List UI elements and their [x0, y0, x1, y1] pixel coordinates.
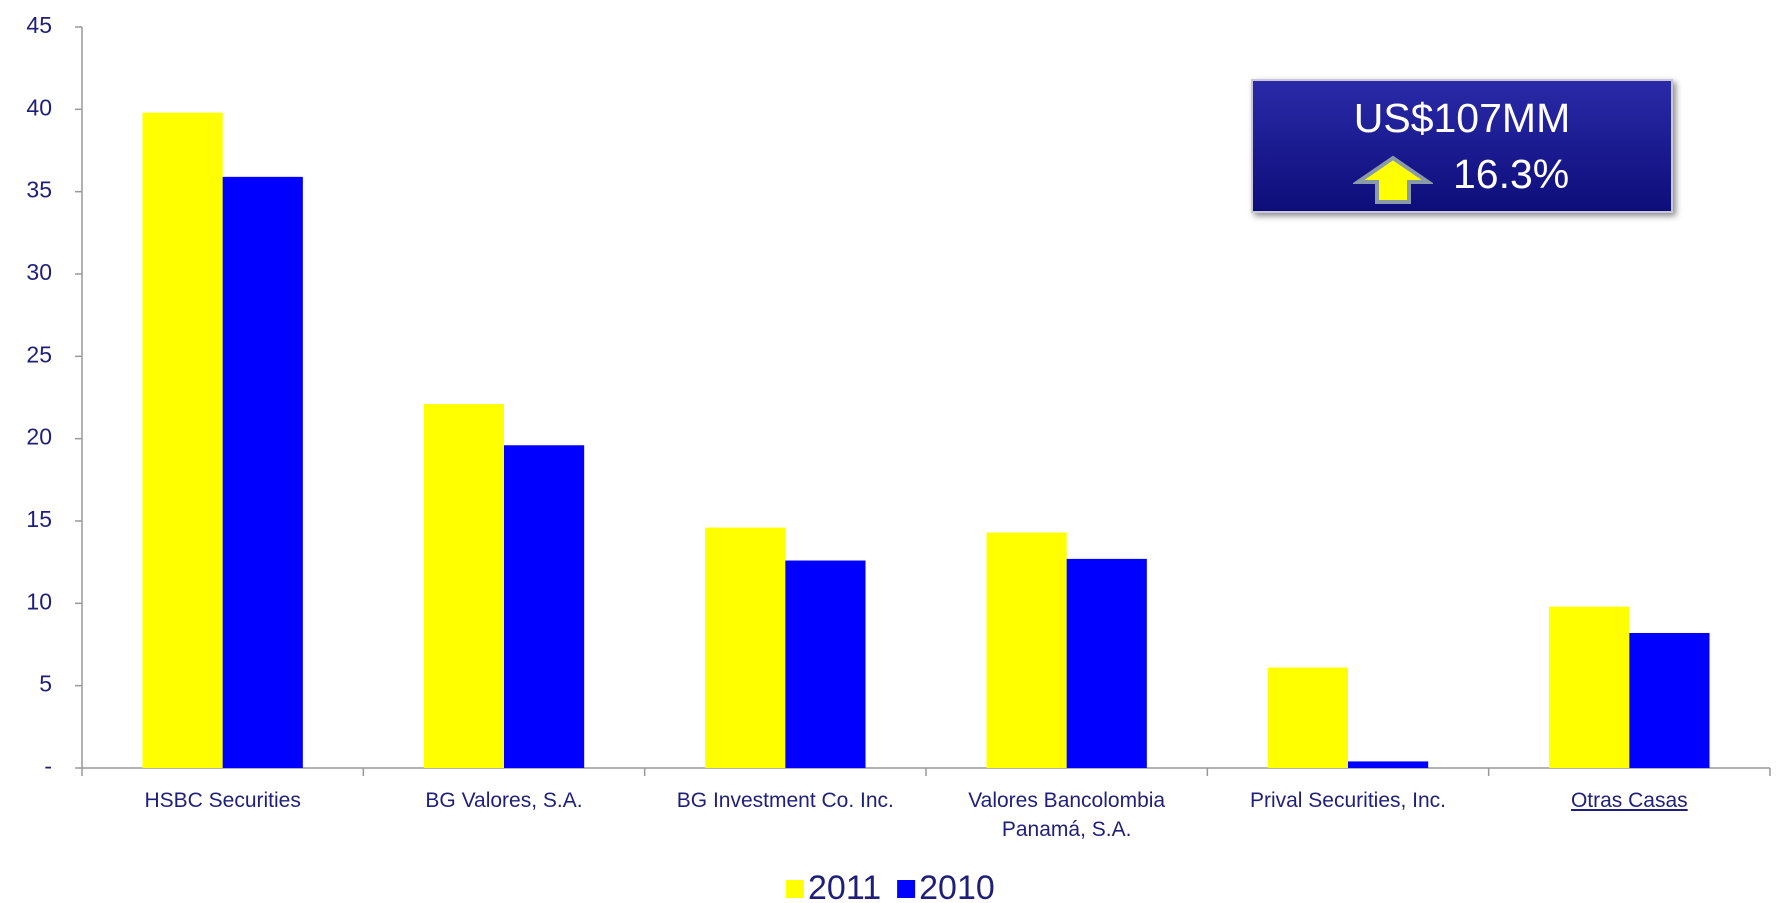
- total-label: US$107MM: [1353, 95, 1571, 141]
- legend-swatch: [786, 880, 804, 898]
- bar: [705, 527, 786, 768]
- y-tick-label: 35: [26, 177, 52, 203]
- y-tick-label: 10: [26, 588, 52, 614]
- bar: [986, 532, 1067, 768]
- y-tick-label: -: [44, 753, 52, 779]
- bar: [1549, 606, 1630, 768]
- x-tick-label: Valores Bancolombia Panamá, S.A.: [968, 789, 1166, 841]
- legend-swatch: [897, 880, 916, 898]
- y-tick-label: 30: [26, 259, 52, 285]
- bar: [504, 445, 585, 768]
- x-tick-label: HSBC Securities: [144, 789, 301, 812]
- x-tick-label: BG Investment Co. Inc.: [676, 789, 894, 812]
- bar: [785, 560, 866, 768]
- y-tick-label: 5: [39, 671, 52, 697]
- summary-box: US$107MM 16.3%: [1251, 79, 1673, 213]
- bar: [142, 112, 223, 769]
- x-tick-label: BG Valores, S.A.: [425, 789, 583, 812]
- bar: [222, 176, 303, 768]
- x-tick-label: Otras Casas: [1570, 789, 1688, 812]
- x-tick-label: Prival Securities, Inc.: [1249, 789, 1447, 812]
- bar: [1348, 761, 1429, 768]
- legend-label: 2011: [808, 869, 881, 903]
- up-arrow-icon: [1353, 155, 1433, 204]
- bar: [1267, 667, 1348, 768]
- y-tick-label: 40: [26, 94, 52, 120]
- y-tick-label: 15: [26, 506, 52, 532]
- change-label: 16.3%: [1453, 151, 1570, 197]
- y-tick-label: 25: [26, 341, 52, 367]
- bar: [1629, 632, 1710, 768]
- legend-label: 2010: [919, 869, 995, 903]
- y-tick-label: 45: [26, 12, 52, 38]
- bar: [423, 404, 504, 768]
- y-tick-label: 20: [26, 424, 52, 450]
- bar: [1066, 558, 1147, 768]
